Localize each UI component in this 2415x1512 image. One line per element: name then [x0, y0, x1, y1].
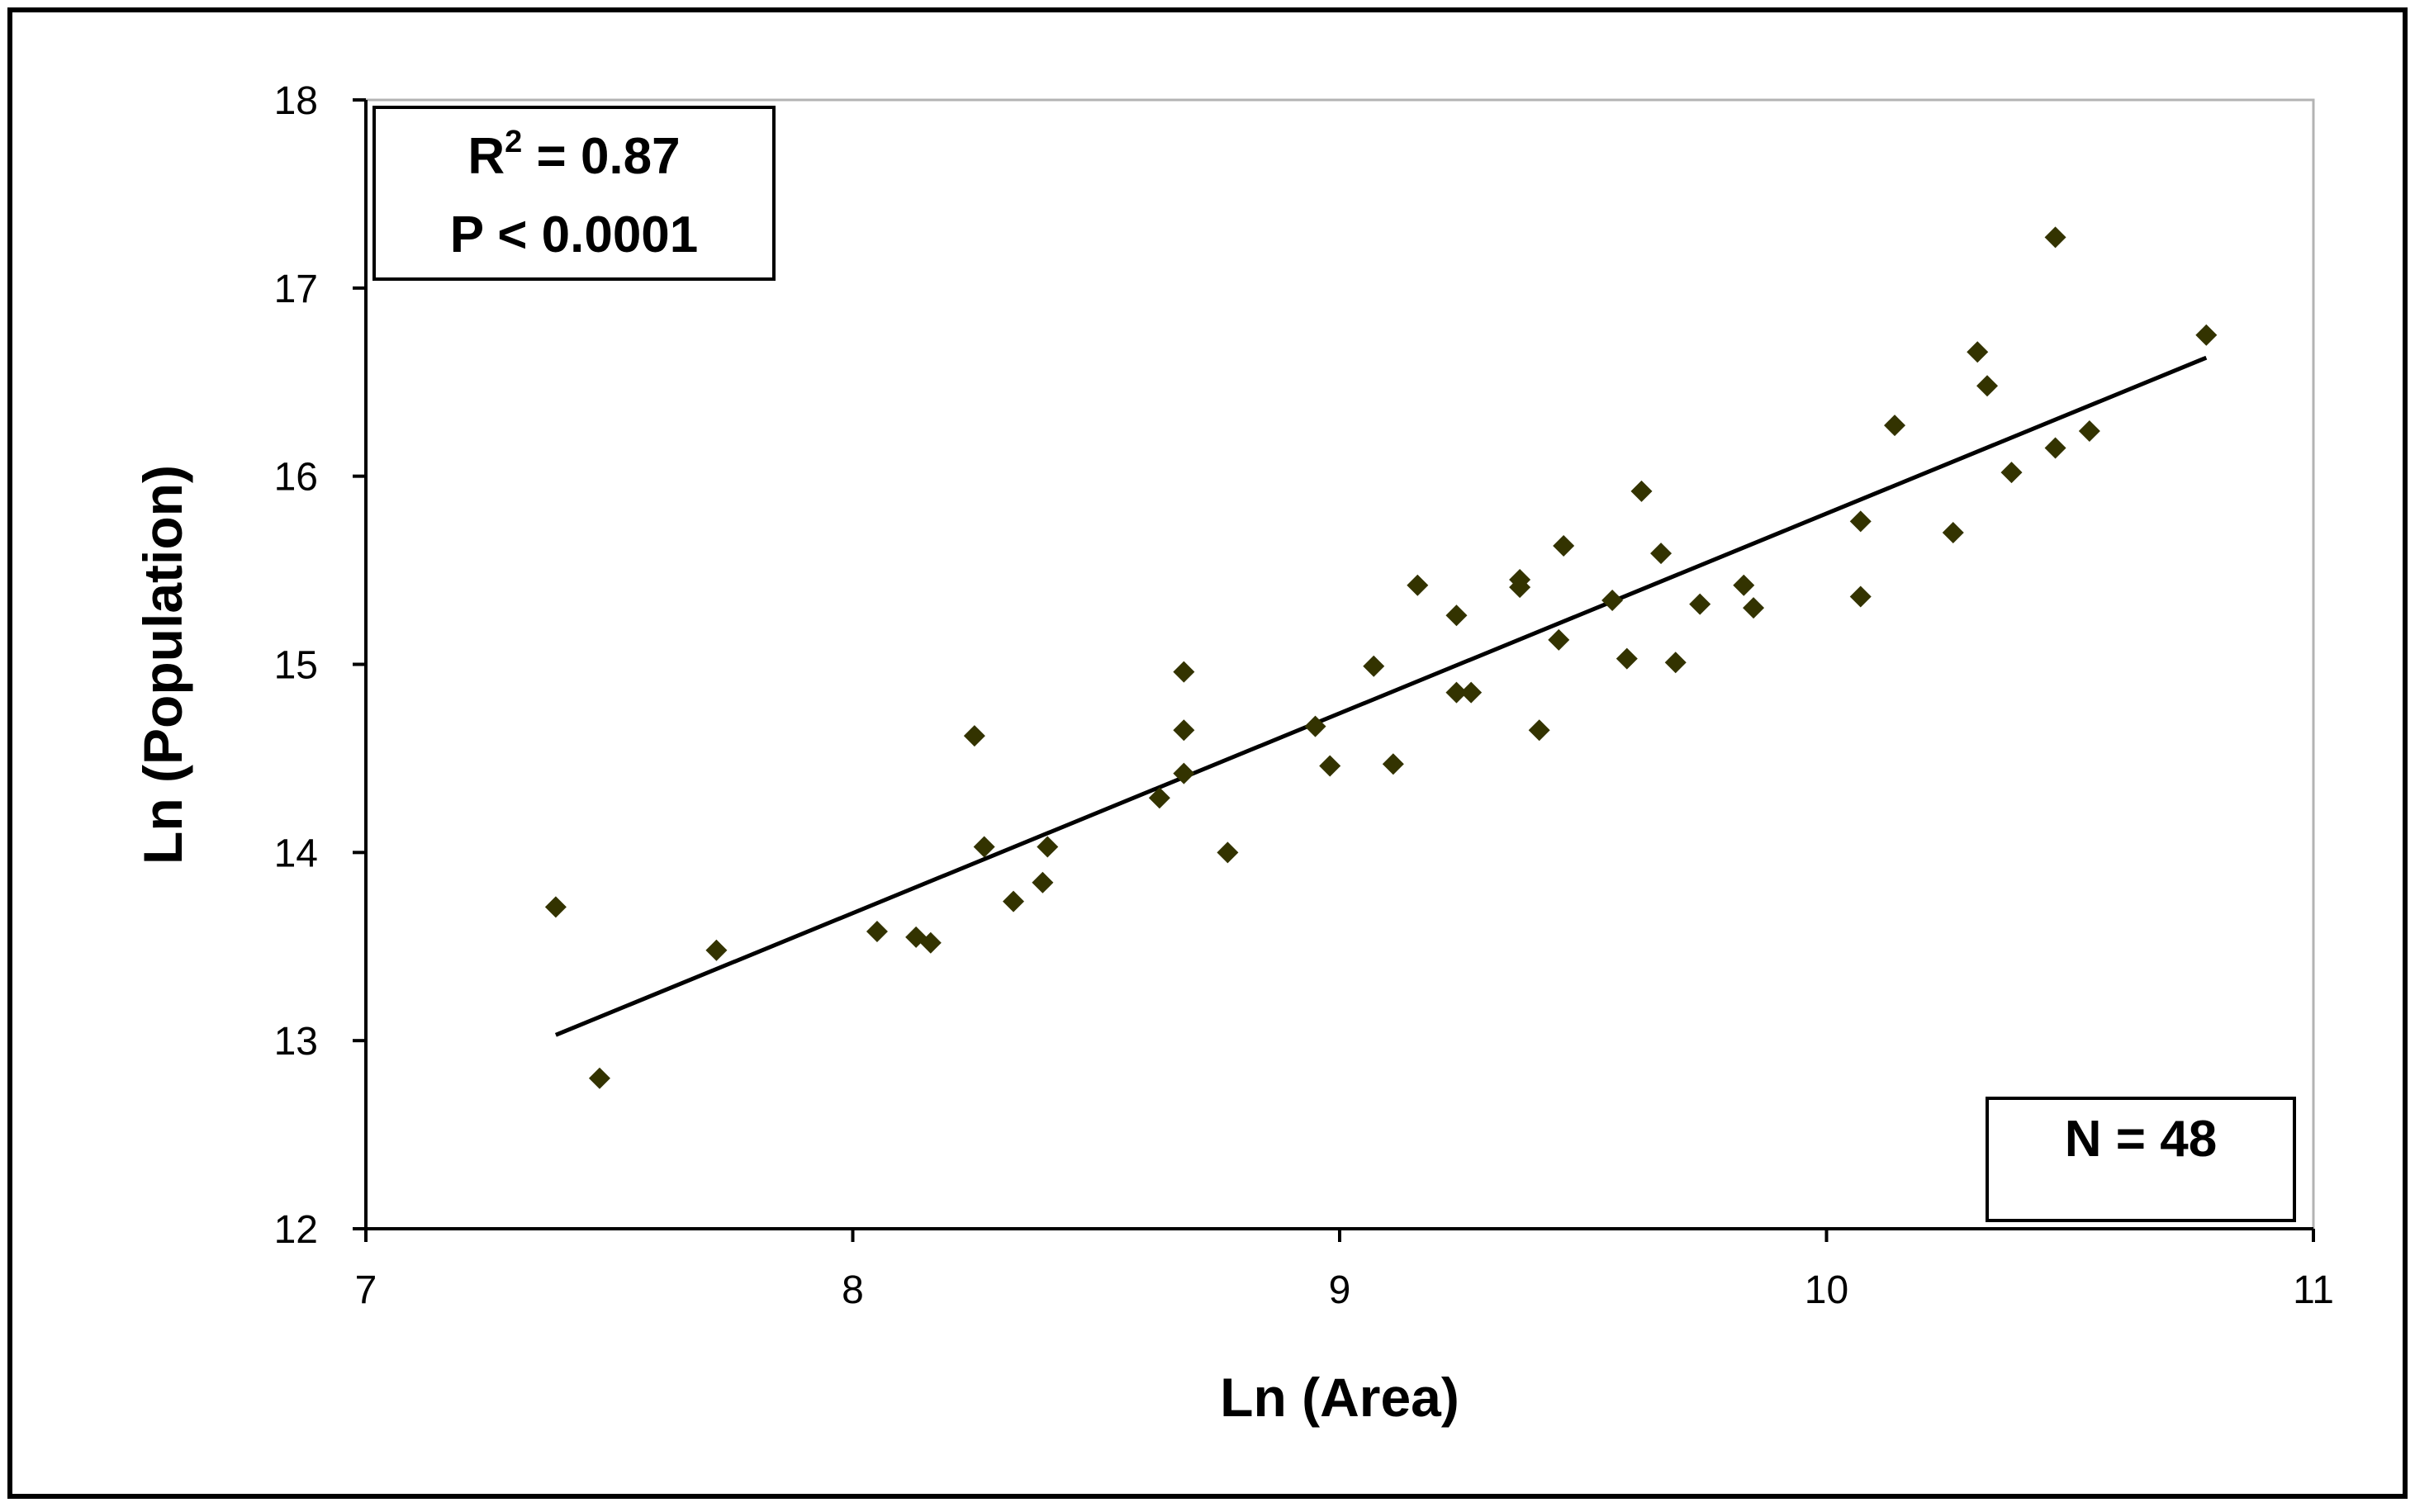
data-point [1884, 415, 1906, 437]
data-point [1650, 543, 1672, 565]
trendline [554, 355, 2208, 1037]
y-tick-label: 18 [274, 79, 318, 123]
r-squared-prefix: R [467, 128, 505, 185]
data-point [1849, 585, 1872, 608]
data-point [1548, 628, 1570, 651]
data-point [2044, 226, 2066, 249]
n-label: N = 48 [2065, 1111, 2217, 1168]
r-squared-label: R2 = 0.87 [467, 125, 680, 185]
p-value-label: P < 0.0001 [450, 206, 699, 263]
data-point [1733, 574, 1755, 596]
x-tick-label: 9 [1329, 1268, 1351, 1312]
r-squared-superscript: 2 [505, 125, 522, 159]
data-point [1460, 681, 1483, 704]
stats-box-frame [372, 106, 776, 281]
data-point [1553, 534, 1575, 557]
plot-area [364, 98, 2315, 1230]
data-points [544, 226, 2218, 1089]
data-point [1849, 510, 1872, 533]
data-point [588, 1067, 610, 1089]
y-tick-label: 12 [274, 1208, 318, 1252]
data-point [1616, 647, 1638, 670]
data-point [1445, 604, 1468, 627]
data-point [963, 725, 985, 747]
data-point [1407, 574, 1429, 596]
y-tick-label: 14 [274, 832, 318, 875]
n-box: N = 48 [1986, 1097, 2296, 1222]
y-tick-label: 15 [274, 644, 318, 688]
x-axis-title: Ln (Area) [1220, 1367, 1459, 1428]
data-point [1528, 719, 1550, 742]
data-point [973, 836, 995, 858]
x-tick-label: 11 [2293, 1268, 2334, 1312]
data-point [1173, 719, 1195, 742]
data-point [1445, 681, 1468, 704]
data-point [2000, 462, 2023, 484]
data-point [1319, 755, 1341, 777]
y-tick-label: 16 [274, 456, 318, 500]
data-point [2195, 324, 2218, 346]
stats-box: R2 = 0.87 P < 0.0001 [372, 106, 776, 281]
data-point [1509, 576, 1531, 599]
n-box-frame [1986, 1097, 2296, 1222]
data-point [1003, 890, 1025, 912]
data-point [1942, 522, 1964, 544]
y-ticks: 12 13 14 15 16 17 18 [274, 79, 366, 1252]
data-point [1382, 753, 1404, 775]
data-point [1743, 597, 1765, 619]
data-point [1976, 375, 1999, 397]
data-point [1032, 871, 1054, 893]
x-tick-label: 7 [355, 1268, 377, 1312]
data-point [1173, 661, 1195, 683]
data-point [1689, 593, 1711, 615]
x-tick-label: 10 [1805, 1268, 1848, 1312]
r-squared-value: = 0.87 [522, 128, 680, 185]
y-tick-label: 13 [274, 1020, 318, 1064]
data-point [2044, 437, 2066, 459]
y-tick-label: 17 [274, 268, 318, 311]
data-point [544, 896, 567, 918]
data-point [866, 921, 888, 943]
data-point [1173, 762, 1195, 784]
data-point [1217, 841, 1239, 864]
data-point [1630, 480, 1653, 502]
data-point [1148, 787, 1170, 809]
x-tick-label: 8 [842, 1268, 864, 1312]
y-axis-title: Ln (Population) [132, 465, 193, 865]
data-point [705, 939, 728, 961]
x-ticks: 7 8 9 10 11 [355, 1229, 2334, 1312]
data-point [1967, 341, 1989, 363]
data-point [919, 931, 942, 954]
data-point [2078, 419, 2100, 442]
data-point [1363, 655, 1385, 677]
data-point [1304, 715, 1326, 737]
data-point [1664, 652, 1687, 674]
data-point [1601, 590, 1624, 612]
data-point [1037, 836, 1059, 858]
